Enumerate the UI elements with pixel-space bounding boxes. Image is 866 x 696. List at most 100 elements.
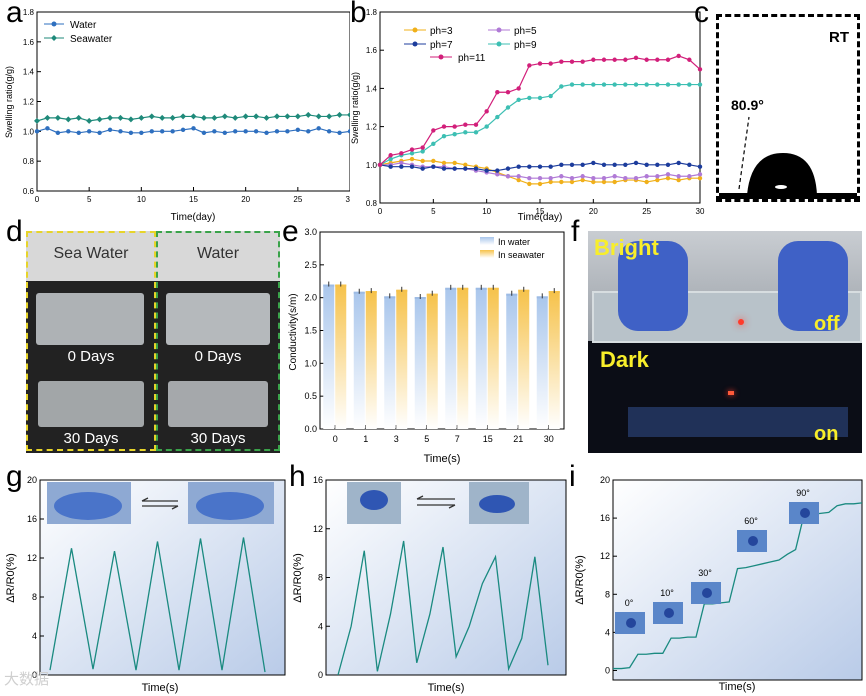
panel-label-c: c xyxy=(694,0,709,29)
ph-series-2-point xyxy=(441,166,447,171)
ph-series-4-point xyxy=(569,59,575,64)
ph-series-2-point xyxy=(676,160,681,166)
bar-seawater xyxy=(518,289,530,429)
led-demo-photo: Bright Dark off on xyxy=(588,231,862,453)
ph-series-3-point xyxy=(633,82,639,87)
ytick-label: 3.0 xyxy=(304,227,317,237)
ph-series-2-point xyxy=(633,160,639,166)
dark-label: Dark xyxy=(600,347,649,372)
ph-series-3-point xyxy=(409,151,415,156)
ytick-label: 2.0 xyxy=(304,293,317,303)
water-series-point xyxy=(285,129,290,134)
bar-seawater xyxy=(548,291,560,429)
bar-water xyxy=(475,287,487,429)
seawater-series-point xyxy=(263,114,270,121)
ph-series-0-point xyxy=(591,179,596,185)
chart-e: 0.0 0.5 1.0 1.5 2.0 2.5 3.0 0 1 3 5 7 15 21 30 Time(s)… xyxy=(288,227,565,465)
ph-series-1-point xyxy=(591,175,596,181)
seawater-series-point xyxy=(242,113,249,120)
category-label: 1 xyxy=(363,434,368,444)
ph-series-3-point xyxy=(495,114,500,120)
ph-series-3-point xyxy=(623,82,628,87)
ph-series-3-point xyxy=(388,156,393,162)
ytick-label: 4 xyxy=(605,627,610,637)
bar-seawater xyxy=(335,284,347,429)
ytick-label: 16 xyxy=(600,513,610,523)
angle-annotation: 0° xyxy=(625,598,634,608)
seawater-series-point xyxy=(315,113,322,120)
ph-series-1-point xyxy=(697,172,703,177)
hand-icon xyxy=(664,608,674,618)
ph-series-1-point xyxy=(569,175,575,181)
ph-series-0-point xyxy=(527,181,532,187)
ytick-label: 0 xyxy=(318,670,323,680)
ph-series-3-point xyxy=(665,82,671,87)
ytick-label: 1.2 xyxy=(366,123,378,132)
seawater-series-point xyxy=(117,114,124,121)
chart-a-ylabel: Swelling ratio(g/g) xyxy=(4,66,14,138)
ph-series-2-point xyxy=(601,162,607,167)
legend-in-water: In water xyxy=(498,237,530,247)
ph-series-2-point xyxy=(452,166,457,171)
xtick-label: 0 xyxy=(35,195,40,204)
xtick-label: 5 xyxy=(87,195,92,204)
panel-label-f: f xyxy=(571,215,580,248)
xtick-label: 25 xyxy=(293,195,302,204)
ph-series-1-point xyxy=(580,174,585,179)
ytick-label: 1.4 xyxy=(366,84,378,93)
water-series-point xyxy=(55,130,61,136)
category-label: 30 xyxy=(544,434,554,444)
angle-annotation: 10° xyxy=(660,588,674,598)
ph-series-3-point xyxy=(569,82,575,87)
ph-series-2-point xyxy=(559,162,564,167)
ph-series-3-point xyxy=(505,105,511,110)
ph-series-4-point xyxy=(591,57,596,62)
ph-series-3-point xyxy=(644,82,649,87)
ph-series-3-point xyxy=(655,82,660,87)
legend-water: Water xyxy=(70,20,97,31)
ph-series-4-point xyxy=(409,147,415,152)
ytick-label: 12 xyxy=(313,524,323,534)
off-label: off xyxy=(814,313,840,335)
water-series-point xyxy=(233,129,238,134)
ph-series-1-point xyxy=(623,175,628,181)
seawater-series-point xyxy=(221,113,228,120)
chart-b-xlabel: Time(day) xyxy=(518,212,563,222)
row-30days-a: 30 Days xyxy=(63,430,119,447)
legend-ph3: ph=3 xyxy=(430,26,453,37)
ph-series-2-point xyxy=(591,160,596,166)
hand-icon xyxy=(702,588,712,598)
ph-series-1-point xyxy=(537,175,543,181)
ph-series-2-point xyxy=(473,166,479,171)
ytick-label: 20 xyxy=(27,475,37,485)
ph-series-4-point xyxy=(559,59,564,64)
bar-seawater xyxy=(396,289,408,429)
ytick-label: 0.8 xyxy=(23,157,35,166)
xtick-label: 0 xyxy=(378,207,383,216)
water-series-point xyxy=(170,129,175,134)
angle-annotation: 30° xyxy=(698,568,712,578)
bar-seawater xyxy=(457,287,469,429)
ph-series-4-point xyxy=(516,86,521,91)
ph-series-0-point xyxy=(697,175,703,181)
hand-icon xyxy=(626,618,636,628)
ph-series-2-point xyxy=(623,162,628,167)
seawater-series-point xyxy=(232,114,239,121)
xtick-label: 20 xyxy=(241,195,250,204)
col-water: Water xyxy=(196,245,240,262)
chart-h-xlabel: Time(s) xyxy=(428,682,465,694)
ph-series-4-line xyxy=(379,55,701,166)
ph-series-4-point xyxy=(505,90,511,95)
ph-series-4-point xyxy=(697,67,703,72)
ph-series-0-point xyxy=(548,179,553,185)
chart-g-xlabel: Time(s) xyxy=(142,682,179,694)
xtick-label: 20 xyxy=(589,207,598,216)
legend-ph5: ph=5 xyxy=(514,26,537,37)
xtick-label: 30 xyxy=(696,207,705,216)
water-series-point xyxy=(264,130,269,136)
angle-annotation: 90° xyxy=(796,488,810,498)
ph-series-0-point xyxy=(516,177,521,183)
bar-water xyxy=(414,297,426,429)
ph-series-3-point xyxy=(676,82,681,87)
